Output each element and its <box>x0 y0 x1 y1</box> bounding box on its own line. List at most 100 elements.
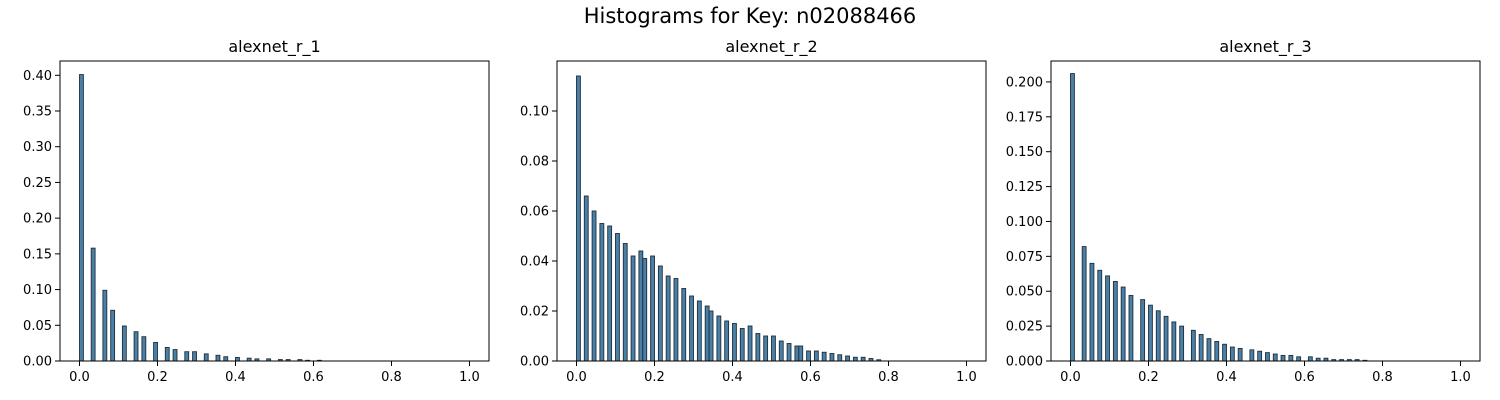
histogram-bar <box>583 195 589 362</box>
y-tick-label: 0.25 <box>23 176 52 191</box>
axes-frame <box>556 60 987 362</box>
histogram-bar <box>696 300 702 362</box>
histogram-bar <box>1296 356 1302 362</box>
histogram-bar <box>638 250 644 362</box>
y-tick-label: 0.000 <box>1006 355 1043 370</box>
x-tick-label: 0.4 <box>1216 370 1237 385</box>
histogram-bar <box>1120 286 1126 362</box>
histogram-bar <box>576 75 581 362</box>
x-tick-label: 0.4 <box>225 370 246 385</box>
x-tick-label: 0.0 <box>566 370 587 385</box>
y-tick-label: 0.100 <box>1006 215 1043 230</box>
x-tick-label: 0.0 <box>69 370 90 385</box>
x-tick-label: 0.2 <box>147 370 168 385</box>
histogram-bar <box>1190 329 1196 362</box>
histogram-bar <box>1089 262 1095 362</box>
x-tick-label: 0.4 <box>722 370 743 385</box>
histogram-bar <box>1140 299 1146 362</box>
histogram-bar <box>1148 304 1153 362</box>
y-tick-label: 0.150 <box>1006 145 1043 160</box>
y-tick-label: 0.125 <box>1006 180 1043 195</box>
histogram-bar <box>121 325 127 362</box>
y-tick-label: 0.35 <box>23 105 52 120</box>
histogram-bar <box>1272 353 1278 362</box>
histogram-bar <box>716 315 722 362</box>
y-tick-label: 0.40 <box>23 69 52 84</box>
histogram-panel-1: 0.0 0.2 0.4 0.6 0.8 1.0 0.00 0.05 0.10 0.15 0.20 0.… <box>23 37 490 385</box>
histogram-bar <box>689 295 694 362</box>
histogram-bar <box>133 331 139 362</box>
histogram-bar <box>845 355 850 362</box>
y-tick-label: 0.02 <box>520 305 549 320</box>
histogram-bar <box>657 265 663 362</box>
y-tick-label: 0.06 <box>520 205 549 220</box>
x-tick-label: 1.0 <box>459 370 480 385</box>
histogram-bar <box>1081 246 1087 362</box>
x-tick-label: 1.0 <box>956 370 977 385</box>
histogram-bar <box>622 243 628 362</box>
histogram-bar <box>184 351 190 362</box>
histogram-bar <box>172 349 178 362</box>
y-tick-label: 0.175 <box>1006 110 1043 125</box>
histogram-bar <box>771 335 776 362</box>
y-tick-label: 0.20 <box>23 212 52 227</box>
histogram-bar <box>90 247 96 362</box>
axes-frame <box>59 60 490 362</box>
histogram-bar <box>1070 73 1075 362</box>
panel-title: alexnet_r_2 <box>725 37 817 57</box>
histogram-bar <box>1171 321 1177 362</box>
histogram-bar <box>642 258 648 362</box>
x-tick-label: 0.2 <box>1138 370 1159 385</box>
histogram-bar <box>615 233 620 362</box>
histogram-bar <box>813 350 819 362</box>
histogram-bar <box>665 275 671 362</box>
y-tick-label: 0.04 <box>520 255 549 270</box>
histogram-bar <box>153 341 158 362</box>
histogram-bar <box>599 223 605 362</box>
histogram-bar <box>860 356 866 362</box>
histogram-bar <box>591 210 597 362</box>
y-tick-label: 0.025 <box>1006 320 1043 335</box>
histogram-bar <box>141 336 147 362</box>
histogram-bar <box>1128 294 1134 362</box>
x-tick-label: 0.6 <box>1294 370 1315 385</box>
y-tick-label: 0.075 <box>1006 250 1043 265</box>
histogram-bar <box>786 343 792 362</box>
histogram-bar <box>650 255 655 362</box>
axes-frame <box>1050 60 1481 362</box>
histogram-bar <box>1307 356 1313 362</box>
y-tick-label: 0.05 <box>23 319 52 334</box>
histogram-bar <box>607 225 613 362</box>
histogram-bar <box>1097 269 1103 362</box>
histogram-bar <box>794 345 800 362</box>
x-tick-label: 0.8 <box>381 370 402 385</box>
histogram-bar <box>747 325 753 362</box>
histogram-bar <box>1179 325 1185 362</box>
histogram-bar <box>852 356 858 362</box>
histogram-bar <box>1249 349 1255 362</box>
histogram-bar <box>1229 346 1235 362</box>
histogram-bar <box>1265 352 1270 362</box>
histogram-bar <box>755 333 761 362</box>
x-tick-label: 0.6 <box>303 370 324 385</box>
histogram-bar <box>192 351 197 362</box>
histogram-bar <box>1112 281 1118 362</box>
histogram-bar <box>1237 347 1243 362</box>
histogram-bar <box>1214 341 1220 362</box>
histogram-bar <box>681 288 687 362</box>
histogram-bar <box>732 323 737 362</box>
histogram-bar <box>1155 310 1161 362</box>
histogram-bar <box>223 356 229 362</box>
histogram-bar <box>1257 350 1263 362</box>
histogram-bar <box>763 335 769 362</box>
histogram-bar <box>215 354 221 362</box>
histogram-panel-2: 0.0 0.2 0.4 0.6 0.8 1.0 0.00 0.02 0.04 0.06 0.08 0.… <box>520 37 987 385</box>
histogram-bar <box>708 310 714 362</box>
histogram-bar <box>630 255 636 362</box>
histogram-bar <box>739 328 745 362</box>
histogram-bar <box>806 350 811 362</box>
histogram-panel-3: 0.0 0.2 0.4 0.6 0.8 1.0 0.000 0.025 0.050 0.075 0.… <box>1006 37 1481 385</box>
x-tick-label: 1.0 <box>1450 370 1471 385</box>
y-tick-label: 0.08 <box>520 155 549 170</box>
